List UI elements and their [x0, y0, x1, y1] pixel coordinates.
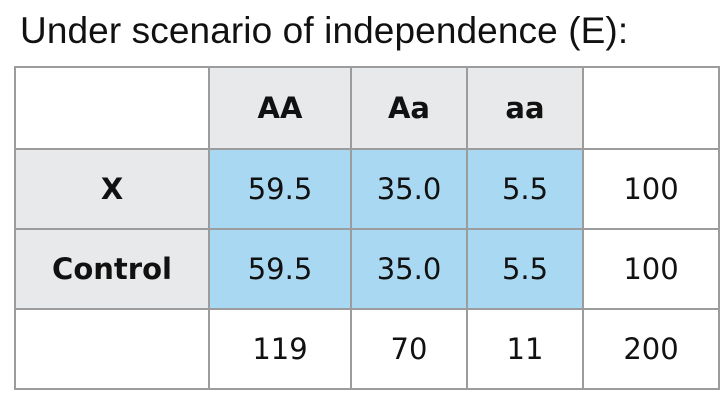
column-total: 119 — [208, 308, 352, 390]
column-header-total — [582, 66, 720, 150]
column-total: 11 — [466, 308, 584, 390]
contingency-table: AA Aa aa X 59.5 35.0 5.5 100 Control 59.… — [14, 66, 720, 390]
column-header-AA: AA — [208, 66, 352, 150]
row-header-X: X — [14, 148, 210, 230]
table-cell: 35.0 — [350, 148, 468, 230]
column-total: 70 — [350, 308, 468, 390]
table-cell: 5.5 — [466, 148, 584, 230]
totals-row: 119 70 11 200 — [14, 308, 720, 390]
table-cell: 59.5 — [208, 148, 352, 230]
corner-cell — [14, 66, 210, 150]
grand-total: 200 — [582, 308, 720, 390]
page-title: Under scenario of independence (E): — [20, 10, 629, 51]
table-cell: 59.5 — [208, 228, 352, 310]
table-row: X 59.5 35.0 5.5 100 — [14, 148, 720, 230]
table-row: Control 59.5 35.0 5.5 100 — [14, 228, 720, 310]
table-cell: 5.5 — [466, 228, 584, 310]
column-header-Aa: Aa — [350, 66, 468, 150]
row-header-control: Control — [14, 228, 210, 310]
column-header-aa: aa — [466, 66, 584, 150]
row-total: 100 — [582, 148, 720, 230]
table-header-row: AA Aa aa — [14, 66, 720, 150]
row-total: 100 — [582, 228, 720, 310]
totals-label-cell — [14, 308, 210, 390]
table-cell: 35.0 — [350, 228, 468, 310]
